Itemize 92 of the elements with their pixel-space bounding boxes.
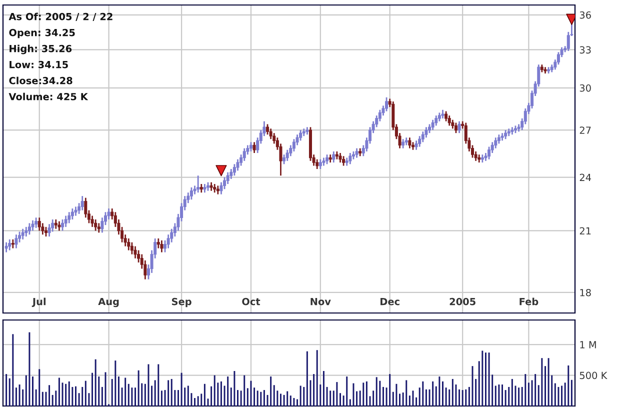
candlestick (64, 215, 68, 228)
x-tick-label: Feb (520, 298, 538, 306)
candlestick (252, 141, 256, 154)
candlestick (38, 216, 41, 232)
candlestick (232, 163, 236, 176)
annotation: Volume: 425 K (8, 92, 88, 100)
x-tick-label: Jul (32, 298, 46, 308)
candlestick (434, 114, 438, 126)
candlestick (31, 220, 34, 232)
candlestick (8, 238, 12, 251)
annotation: High: 35.26 (10, 44, 72, 54)
candlestick (24, 226, 28, 238)
annotation: Open: 34.25 (9, 28, 75, 38)
candlestick (402, 138, 405, 149)
candlestick (230, 168, 233, 180)
annotation: Close:34.28 (9, 76, 72, 84)
x-tick-label: Sep (172, 298, 192, 308)
y-tick-label: 30 (580, 84, 591, 92)
x-tick-label: Oct (242, 298, 260, 306)
candlestick (458, 120, 461, 134)
candlestick (11, 238, 14, 249)
candlestick (236, 158, 240, 172)
candlestick (58, 220, 61, 232)
candlestick (21, 228, 24, 240)
candlestick (68, 211, 71, 224)
candlestick (220, 182, 223, 195)
candlestick (292, 138, 296, 152)
candlestick (342, 155, 346, 166)
candlestick (431, 119, 434, 131)
candlestick (70, 208, 74, 220)
candlestick (97, 222, 100, 234)
candlestick (130, 242, 134, 255)
y-tick-label: 18 (580, 288, 591, 296)
candlestick (488, 146, 491, 160)
candlestick (226, 172, 230, 185)
candlestick (424, 126, 428, 138)
y-tick-label: 500 K (580, 372, 608, 380)
candlestick (348, 152, 352, 165)
candlestick (127, 238, 130, 251)
annotation: Low: 34.15 (10, 60, 68, 68)
candlestick (326, 154, 329, 165)
candlestick (4, 242, 8, 253)
candlestick (418, 135, 422, 148)
candlestick (338, 152, 342, 164)
x-tick-label: 2005 (450, 298, 476, 306)
candlestick (454, 122, 458, 134)
candlestick (421, 130, 424, 143)
candlestick (54, 218, 58, 230)
y-tick-label: 1 M (580, 341, 596, 348)
x-tick-label: Dec (380, 298, 400, 306)
candlestick (299, 129, 302, 142)
candlestick (134, 246, 137, 260)
candlestick (494, 136, 498, 149)
y-tick-label: 21 (580, 227, 591, 234)
y-tick-label: 24 (580, 174, 591, 181)
y-tick-label: 33 (580, 46, 591, 54)
candlestick (80, 195, 84, 211)
candlestick (242, 148, 246, 162)
y-tick-label: 36 (580, 11, 591, 19)
candlestick (34, 216, 38, 229)
candlestick (48, 223, 51, 238)
candlestick (444, 110, 448, 122)
candlestick (282, 154, 286, 165)
candlestick (316, 158, 319, 170)
candlestick (196, 174, 200, 194)
candlestick (44, 226, 48, 238)
candlestick (318, 158, 322, 170)
candlestick (448, 114, 451, 126)
candlestick (286, 149, 289, 162)
candlestick (74, 206, 78, 216)
candlestick (160, 240, 164, 253)
candlestick (408, 136, 412, 149)
candlestick (94, 218, 98, 232)
candlestick (266, 124, 270, 136)
x-tick-label: Nov (310, 298, 331, 306)
candlestick (61, 218, 64, 232)
candlestick (497, 134, 500, 144)
candlestick (385, 96, 388, 112)
candlestick (28, 222, 31, 236)
candlestick (190, 186, 193, 200)
x-tick-label: Aug (98, 298, 119, 308)
candlestick (332, 150, 336, 164)
candlestick (556, 51, 560, 66)
candlestick (14, 234, 18, 249)
candlestick (51, 218, 54, 232)
candlestick (355, 148, 358, 158)
candlestick (156, 238, 160, 249)
candlestick (414, 140, 418, 151)
y-tick-label: 27 (580, 126, 591, 134)
candlestick (249, 141, 252, 152)
annotation: As Of: 2005 / 2 / 22 (8, 12, 112, 21)
candlestick (269, 128, 272, 140)
